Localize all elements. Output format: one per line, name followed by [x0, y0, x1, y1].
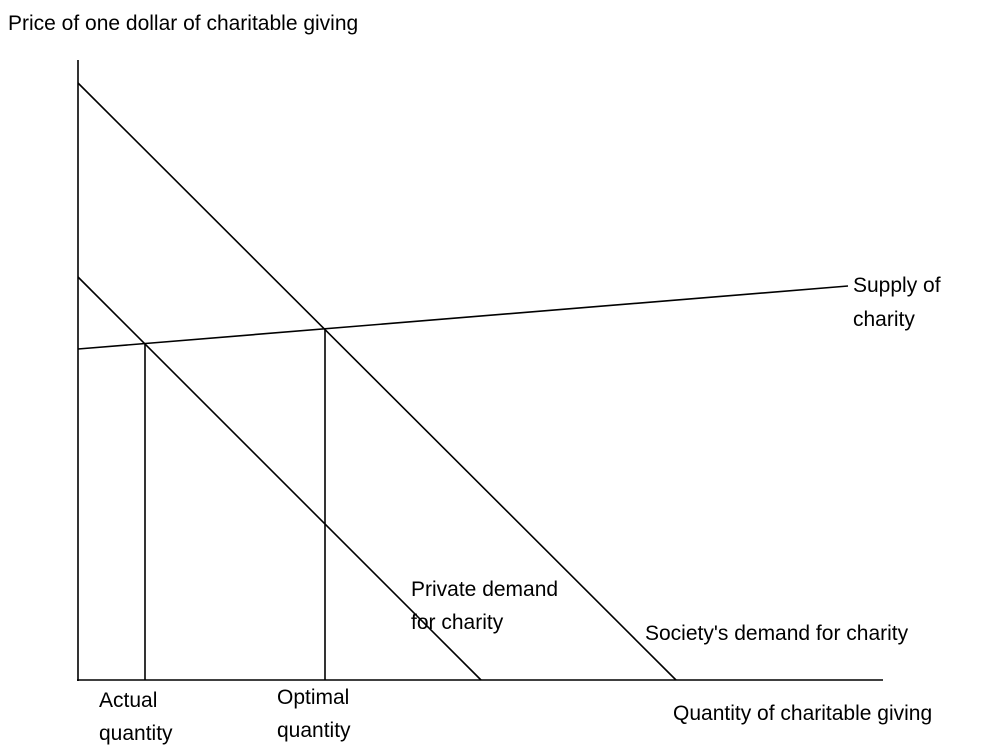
optimal-quantity-label: Optimal: [277, 686, 349, 709]
society-demand-curve: [77, 82, 677, 681]
actual-quantity-label: Actual: [99, 689, 157, 712]
private-demand-label: Private demand: [411, 578, 558, 601]
x-axis-label: Quantity of charitable giving: [673, 702, 932, 725]
supply-label: charity: [853, 308, 915, 331]
actual-quantity-label: quantity: [99, 722, 173, 745]
supply-curve: [77, 285, 849, 350]
private-demand-label: for charity: [411, 611, 504, 634]
supply-label: Supply of: [853, 274, 941, 297]
y-axis-label: Price of one dollar of charitable giving: [8, 12, 358, 35]
society-demand-label: Society's demand for charity: [645, 622, 909, 645]
optimal-quantity-label: quantity: [277, 719, 351, 742]
